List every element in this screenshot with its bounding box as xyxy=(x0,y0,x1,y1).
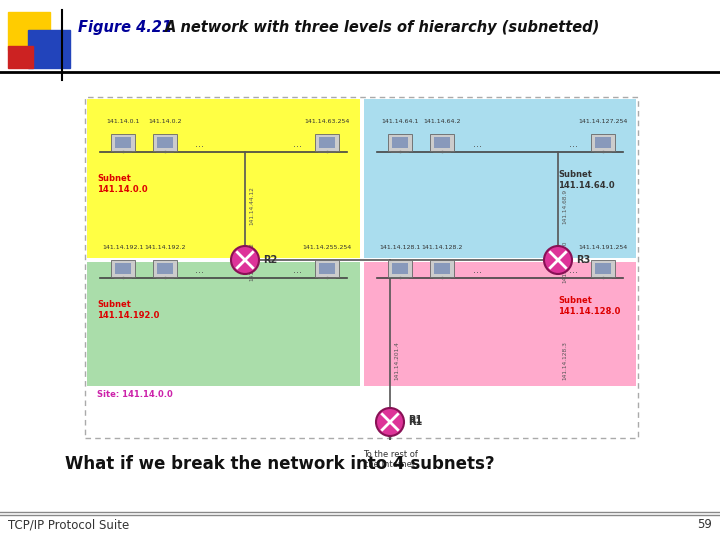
Bar xyxy=(112,260,135,276)
Bar xyxy=(591,134,615,151)
Text: 141.14.63.254: 141.14.63.254 xyxy=(305,119,350,124)
Bar xyxy=(595,137,611,148)
Bar xyxy=(156,137,174,148)
Bar xyxy=(388,260,412,276)
Bar xyxy=(591,260,615,276)
Bar xyxy=(85,97,638,438)
Circle shape xyxy=(544,246,572,274)
Bar xyxy=(28,30,70,68)
Text: 141.14.192.0: 141.14.192.0 xyxy=(97,311,159,320)
Text: R2: R2 xyxy=(263,255,277,265)
Text: Subnet: Subnet xyxy=(97,300,131,309)
Bar xyxy=(364,262,636,386)
Bar xyxy=(112,134,135,151)
Text: 141.14.192.1: 141.14.192.1 xyxy=(102,245,144,250)
Bar xyxy=(433,137,451,148)
Text: 141.14.64.1: 141.14.64.1 xyxy=(382,119,419,124)
Text: A network with three levels of hierarchy (subnetted): A network with three levels of hierarchy… xyxy=(165,20,600,35)
Text: 141.14.64.2: 141.14.64.2 xyxy=(423,119,461,124)
Text: 141.14.128.1: 141.14.128.1 xyxy=(379,245,420,250)
Bar xyxy=(595,263,611,274)
Text: ...: ... xyxy=(292,139,302,149)
Bar xyxy=(318,263,336,274)
Text: Subnet: Subnet xyxy=(558,170,592,179)
Text: ...: ... xyxy=(196,265,204,275)
Text: 141.14.167.20: 141.14.167.20 xyxy=(562,241,567,284)
Text: ...: ... xyxy=(472,139,482,149)
Bar xyxy=(87,99,360,258)
Text: 141.14.255.254: 141.14.255.254 xyxy=(302,245,351,250)
Text: 141.14.191.254: 141.14.191.254 xyxy=(578,245,628,250)
Text: Subnet: Subnet xyxy=(97,174,131,183)
Text: ...: ... xyxy=(292,265,302,275)
Text: 141.14.64.0: 141.14.64.0 xyxy=(558,181,615,190)
Bar xyxy=(433,263,451,274)
Text: 141.14.0.1: 141.14.0.1 xyxy=(107,119,140,124)
Text: Figure 4.21: Figure 4.21 xyxy=(78,20,172,35)
Text: 141.14.127.254: 141.14.127.254 xyxy=(578,119,628,124)
Bar xyxy=(392,137,408,148)
Bar xyxy=(318,137,336,148)
Bar xyxy=(153,260,176,276)
Text: 141.14.128.2: 141.14.128.2 xyxy=(421,245,463,250)
Bar xyxy=(364,99,636,258)
Text: ...: ... xyxy=(569,265,577,275)
Bar xyxy=(156,263,174,274)
Bar xyxy=(153,134,176,151)
Text: Site: 141.14.0.0: Site: 141.14.0.0 xyxy=(97,390,173,399)
Bar xyxy=(315,260,338,276)
Text: 141.14.128.0: 141.14.128.0 xyxy=(558,307,621,316)
Text: 141.14.128.3: 141.14.128.3 xyxy=(562,342,567,381)
Text: ...: ... xyxy=(569,139,577,149)
Text: R1: R1 xyxy=(408,415,422,425)
Text: Subnet: Subnet xyxy=(558,296,592,305)
Text: TCP/IP Protocol Suite: TCP/IP Protocol Suite xyxy=(8,518,130,531)
Bar xyxy=(315,134,338,151)
Text: 141.14.68.9: 141.14.68.9 xyxy=(562,188,567,224)
Text: 141.14.192.2: 141.14.192.2 xyxy=(144,245,186,250)
Bar xyxy=(87,262,360,386)
Text: 59: 59 xyxy=(697,518,712,531)
Bar xyxy=(431,260,454,276)
Text: 141.14.201.4: 141.14.201.4 xyxy=(394,342,399,381)
Text: 141.14.192.2: 141.14.192.2 xyxy=(249,242,254,281)
Bar xyxy=(431,134,454,151)
Text: R3: R3 xyxy=(576,255,590,265)
Text: 141.14.44.12: 141.14.44.12 xyxy=(249,186,254,225)
Bar xyxy=(392,263,408,274)
Text: To the rest of
the Internet: To the rest of the Internet xyxy=(363,450,418,469)
Text: 141.14.0.0: 141.14.0.0 xyxy=(97,185,148,194)
Text: ...: ... xyxy=(472,265,482,275)
Bar xyxy=(114,137,132,148)
Text: R1: R1 xyxy=(408,417,422,427)
Text: What if we break the network into 4 subnets?: What if we break the network into 4 subn… xyxy=(65,455,495,473)
Bar xyxy=(8,12,50,50)
Circle shape xyxy=(231,246,259,274)
Bar xyxy=(8,46,33,68)
Text: ...: ... xyxy=(196,139,204,149)
Bar xyxy=(114,263,132,274)
Bar xyxy=(388,134,412,151)
Circle shape xyxy=(376,408,404,436)
Text: 141.14.0.2: 141.14.0.2 xyxy=(148,119,181,124)
